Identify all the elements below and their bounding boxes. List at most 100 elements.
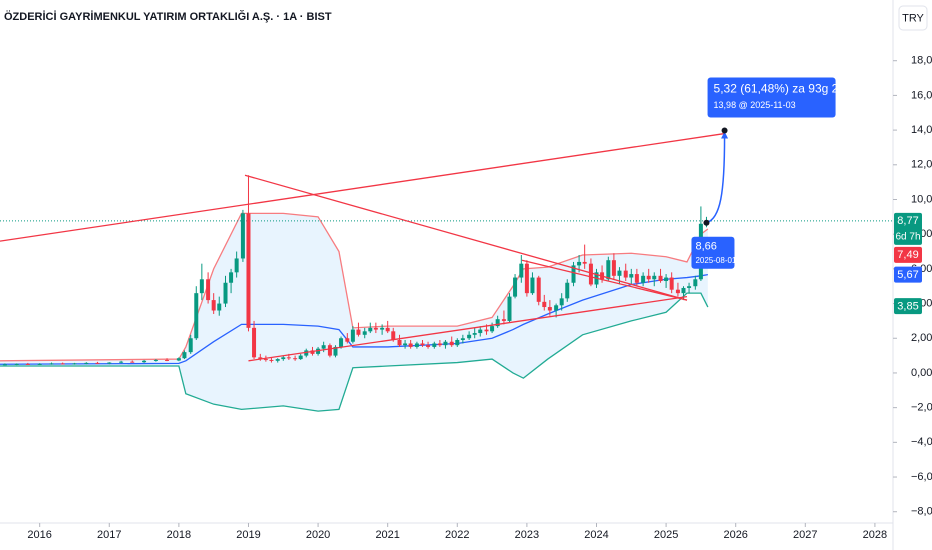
candle-body bbox=[547, 307, 552, 311]
candle-body bbox=[385, 327, 390, 332]
chart-title: ÖZDERİCİ GAYRİMENKUL YATIRIM ORTAKLIĞI A… bbox=[4, 10, 332, 23]
candle-body bbox=[513, 277, 518, 297]
candle-body bbox=[223, 282, 228, 304]
price-badge-label: 5,67 bbox=[897, 269, 918, 281]
y-tick-label: 0,00 bbox=[911, 367, 932, 379]
candle-body bbox=[182, 352, 187, 359]
candle-body bbox=[542, 301, 547, 308]
candle-body bbox=[669, 277, 674, 290]
candle-body bbox=[437, 343, 442, 346]
candle-body bbox=[571, 265, 576, 283]
candle-body bbox=[252, 327, 257, 358]
candle-body bbox=[455, 339, 460, 346]
trend-line bbox=[248, 295, 688, 362]
candle-body bbox=[368, 327, 373, 332]
candle-body bbox=[484, 329, 489, 332]
arrow-head bbox=[721, 131, 729, 139]
candle-body bbox=[490, 326, 495, 332]
candle-body bbox=[194, 293, 199, 339]
candle-body bbox=[577, 261, 582, 266]
x-tick-label: 2025 bbox=[654, 529, 678, 541]
start-label-box bbox=[691, 236, 735, 269]
candle-body bbox=[286, 357, 291, 359]
candle-body bbox=[617, 270, 622, 276]
price-badge-label: 3,85 bbox=[897, 301, 918, 313]
price-badge-label: 7,49 bbox=[897, 249, 918, 261]
candle-body bbox=[414, 343, 419, 347]
candle-body bbox=[536, 277, 541, 302]
trend-line bbox=[244, 174, 688, 301]
candle-body bbox=[634, 274, 639, 283]
band-lower bbox=[0, 292, 709, 412]
candle-body bbox=[675, 289, 680, 294]
candle-body bbox=[199, 279, 204, 294]
candle-body bbox=[611, 260, 616, 276]
candle-body bbox=[350, 329, 355, 342]
candle-body bbox=[130, 361, 135, 363]
x-tick-label: 2016 bbox=[27, 529, 51, 541]
y-tick-label: −6,00 bbox=[911, 471, 932, 483]
candle-body bbox=[507, 296, 512, 321]
currency-label[interactable]: TRY bbox=[902, 12, 924, 24]
candle-body bbox=[449, 341, 454, 346]
price-badge-label: 8,77 bbox=[897, 215, 918, 227]
projection-subtext: 13,98 @ 2025-11-03 bbox=[714, 100, 796, 110]
x-tick-label: 2024 bbox=[584, 529, 608, 541]
candle-body bbox=[60, 363, 65, 365]
candle-body bbox=[467, 334, 472, 339]
candle-body bbox=[426, 345, 431, 347]
y-tick-label: −8,00 bbox=[911, 506, 932, 518]
candle-body bbox=[693, 279, 698, 287]
band-fill bbox=[0, 213, 708, 412]
candle-body bbox=[524, 263, 529, 294]
projection-label-box bbox=[707, 77, 836, 118]
candle-body bbox=[321, 345, 326, 349]
candle-body bbox=[420, 343, 425, 346]
candle-body bbox=[380, 327, 385, 330]
candle-body bbox=[629, 274, 634, 278]
candle-body bbox=[519, 263, 524, 278]
candle-body bbox=[95, 362, 100, 364]
trend-line bbox=[521, 259, 688, 301]
candle-body bbox=[310, 350, 315, 354]
x-tick-label: 2022 bbox=[445, 529, 469, 541]
candle-body bbox=[652, 275, 657, 280]
price-badge bbox=[894, 246, 922, 263]
candle-body bbox=[72, 363, 77, 365]
candle-body bbox=[565, 282, 570, 299]
candle-body bbox=[84, 362, 89, 364]
candle-body bbox=[327, 345, 332, 356]
x-tick-label: 2026 bbox=[723, 529, 747, 541]
trend-line bbox=[0, 132, 725, 242]
projection-end bbox=[721, 127, 728, 134]
candle-body bbox=[165, 359, 170, 361]
candle-body bbox=[362, 331, 367, 335]
candle-body bbox=[229, 272, 234, 283]
candle-body bbox=[2, 364, 7, 366]
candle-body bbox=[107, 362, 112, 364]
candle-body bbox=[356, 329, 361, 335]
candle-body bbox=[269, 359, 274, 361]
candle-body bbox=[263, 359, 268, 361]
candle-body bbox=[408, 343, 413, 347]
start-date: 2025-08-01 bbox=[695, 256, 736, 265]
candle-body bbox=[240, 213, 245, 259]
candle-body bbox=[606, 260, 611, 280]
candle-body bbox=[206, 279, 211, 301]
candle-body bbox=[176, 358, 181, 361]
y-tick-label: 16,00 bbox=[911, 89, 932, 101]
y-tick-label: 18,00 bbox=[911, 55, 932, 67]
currency-button[interactable] bbox=[898, 5, 928, 31]
x-tick-label: 2018 bbox=[167, 529, 191, 541]
candle-body bbox=[460, 338, 465, 340]
candle-body bbox=[559, 298, 564, 306]
candle-body bbox=[472, 333, 477, 335]
candle-body bbox=[211, 300, 216, 311]
candle-body bbox=[37, 363, 42, 365]
candle-body bbox=[275, 359, 280, 361]
y-tick-label: −2,00 bbox=[911, 402, 932, 414]
price-badge-note: 6d 7h bbox=[895, 231, 920, 242]
candle-body bbox=[478, 329, 483, 334]
candle-body bbox=[14, 363, 19, 365]
